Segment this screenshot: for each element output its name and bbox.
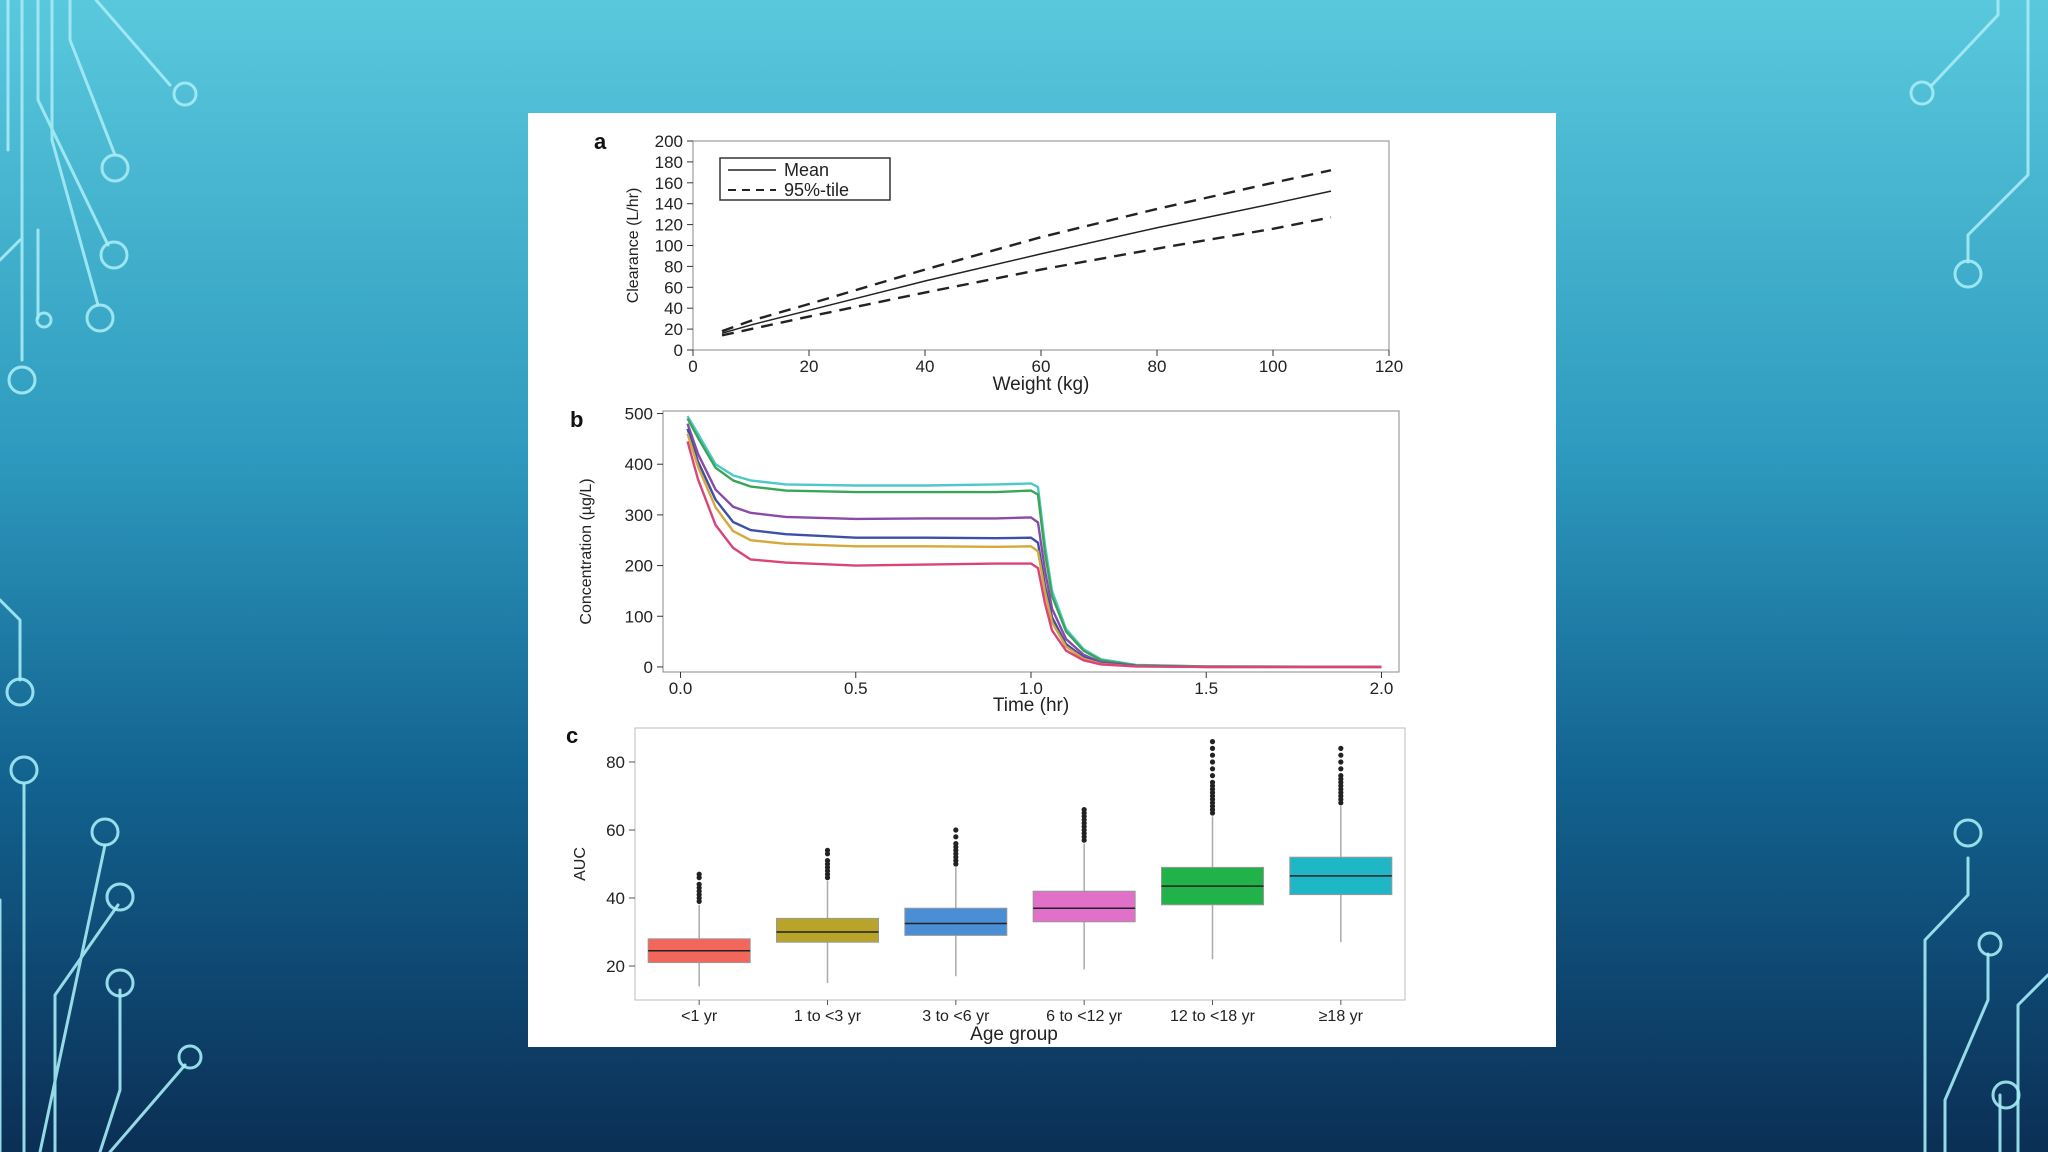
b-ytick-label: 0 bbox=[644, 658, 653, 677]
c-outlier-point bbox=[1338, 759, 1344, 765]
a-xtick-label: 100 bbox=[1259, 357, 1287, 376]
c-xtick-label: 1 to <3 yr bbox=[794, 1008, 862, 1025]
b-xtick-label: 1.0 bbox=[1019, 679, 1043, 698]
panel-c-letter: c bbox=[566, 723, 578, 748]
a-ytick-label: 120 bbox=[655, 216, 683, 235]
a-xtick-label: 120 bbox=[1375, 357, 1403, 376]
a-series-mean-line bbox=[721, 190, 1332, 335]
b-xtick-label: 2.0 bbox=[1370, 679, 1394, 698]
c-ytick-label: 80 bbox=[606, 753, 625, 772]
b-series-line-2 bbox=[686, 418, 1382, 669]
c-outlier-point bbox=[1081, 807, 1087, 813]
a-ytick-label: 140 bbox=[655, 195, 683, 214]
a-series-95-tile-line bbox=[721, 216, 1332, 337]
panel-c-axes: 20 40 60 80 <1 yr 1 to <3 yr 3 to <6 yr 6 to <1… bbox=[572, 753, 1364, 1045]
figure-panel: a 0 20 40 60 80 100 120 140 160 180 200 0 20 40 60 80 10… bbox=[528, 113, 1556, 1047]
b-ytick-label: 300 bbox=[625, 506, 653, 525]
c-outlier-point bbox=[1338, 773, 1344, 779]
b-ytick-label: 400 bbox=[625, 455, 653, 474]
a-x-axis-title: Weight (kg) bbox=[993, 374, 1090, 395]
c-outlier-point bbox=[696, 881, 702, 888]
a-ytick-label: 160 bbox=[655, 174, 683, 193]
c-outlier-point bbox=[1338, 752, 1344, 758]
c-outlier-point bbox=[1338, 766, 1344, 772]
c-x-axis-title: Age group bbox=[970, 1024, 1058, 1045]
legend-95-label: 95%-tile bbox=[784, 180, 849, 200]
c-outlier-point bbox=[1209, 745, 1216, 752]
c-xtick-label: 12 to <18 yr bbox=[1170, 1008, 1256, 1025]
legend-mean-label: Mean bbox=[784, 160, 829, 180]
c-outlier-point bbox=[824, 858, 831, 864]
c-y-axis-title: AUC bbox=[572, 847, 589, 881]
c-outlier-point bbox=[953, 827, 959, 833]
b-xtick-label: 1.5 bbox=[1194, 679, 1218, 698]
a-xtick-label: 40 bbox=[916, 357, 935, 376]
c-outlier-point bbox=[696, 871, 702, 877]
a-xtick-label: 0 bbox=[688, 357, 697, 376]
b-xtick-label: 0.5 bbox=[844, 679, 868, 698]
b-series-line-3 bbox=[686, 423, 1382, 669]
b-xtick-label: 0.0 bbox=[669, 679, 693, 698]
c-box bbox=[1032, 890, 1136, 923]
panel-b-axes: 0 100 200 300 400 500 0.0 0.5 1.0 1.5 2.0 Time (hr)… bbox=[578, 405, 1393, 716]
c-ytick-label: 40 bbox=[606, 889, 625, 908]
b-series-line-5 bbox=[686, 433, 1382, 669]
a-ytick-label: 0 bbox=[674, 341, 683, 360]
c-outlier-point bbox=[953, 841, 959, 847]
a-ytick-label: 60 bbox=[664, 278, 683, 297]
c-outlier-point bbox=[953, 834, 959, 840]
panel-c-auc-boxplot: c 20 40 60 80 <1 yr 1 to <3 yr 3 to <6 yr 6 to … bbox=[566, 723, 1406, 1045]
c-ytick-label: 60 bbox=[606, 821, 625, 840]
b-ytick-label: 200 bbox=[625, 557, 653, 576]
c-outlier-point bbox=[1209, 773, 1216, 779]
panel-b-lines bbox=[686, 415, 1382, 669]
panel-a-legend: Mean 95%-tile bbox=[719, 157, 891, 201]
c-outlier-point bbox=[824, 847, 831, 854]
a-ytick-label: 180 bbox=[655, 153, 683, 172]
c-box bbox=[776, 917, 879, 943]
panel-a-lines bbox=[721, 169, 1332, 337]
c-xtick-label: 3 to <6 yr bbox=[922, 1008, 990, 1025]
a-xtick-label: 60 bbox=[1032, 357, 1051, 376]
b-series-line-6 bbox=[686, 441, 1382, 669]
a-ytick-label: 80 bbox=[664, 257, 683, 276]
panel-c-boxes bbox=[647, 739, 1393, 987]
c-outlier-point bbox=[1209, 779, 1216, 786]
a-y-axis-title: Clearance (L/hr) bbox=[625, 188, 642, 304]
b-ytick-label: 500 bbox=[625, 405, 653, 424]
panel-b-letter: b bbox=[570, 407, 583, 432]
b-ytick-label: 100 bbox=[625, 607, 653, 626]
a-xtick-label: 80 bbox=[1148, 357, 1167, 376]
panel-c-plot-frame bbox=[634, 727, 1406, 1001]
c-outlier-point bbox=[1209, 739, 1216, 745]
c-outlier-point bbox=[1209, 759, 1216, 765]
c-outlier-point bbox=[1209, 766, 1216, 772]
a-ytick-label: 40 bbox=[664, 299, 683, 318]
a-series-95-tile-line bbox=[721, 169, 1332, 333]
a-ytick-label: 200 bbox=[655, 132, 683, 151]
c-xtick-label: <1 yr bbox=[681, 1008, 718, 1025]
a-ytick-label: 20 bbox=[664, 320, 683, 339]
panel-b-concentration-chart: b 0 100 200 300 400 500 0.0 0.5 1.0 1.5 2.0 Time (h… bbox=[570, 405, 1400, 716]
a-ytick-label: 100 bbox=[655, 237, 683, 256]
b-y-axis-title: Concentration (µg/L) bbox=[578, 478, 595, 624]
c-xtick-label: 6 to <12 yr bbox=[1046, 1008, 1123, 1025]
c-ytick-label: 20 bbox=[606, 957, 625, 976]
c-xtick-label: ≥18 yr bbox=[1319, 1008, 1364, 1025]
panel-a-letter: a bbox=[594, 129, 607, 154]
a-xtick-label: 20 bbox=[800, 357, 819, 376]
c-outlier-point bbox=[1209, 752, 1216, 758]
legend-box bbox=[719, 157, 891, 201]
b-x-axis-title: Time (hr) bbox=[993, 695, 1069, 716]
c-outlier-point bbox=[1338, 745, 1344, 752]
c-box bbox=[904, 907, 1008, 936]
